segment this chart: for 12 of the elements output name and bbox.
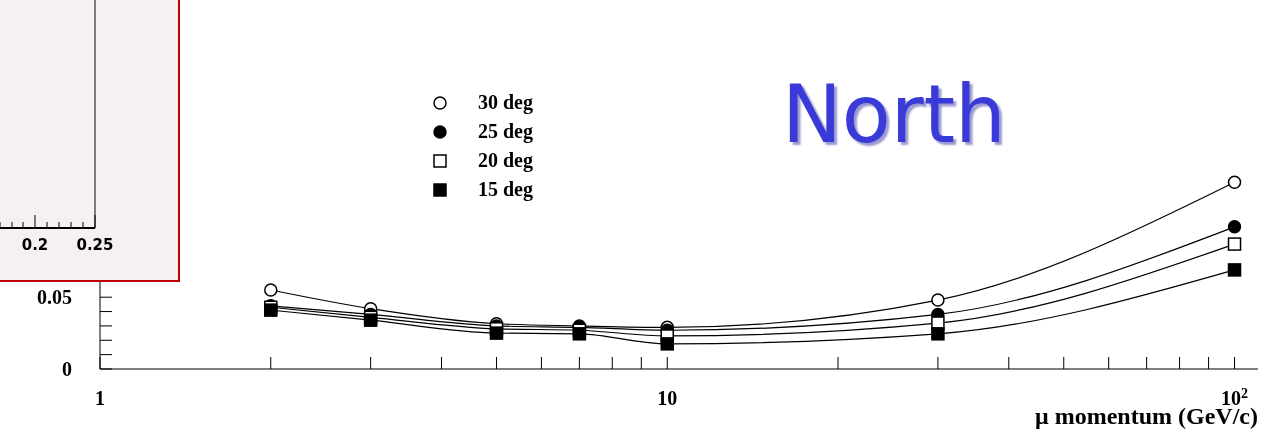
x-tick-label: 10	[657, 387, 678, 409]
y-tick-label: 0.05	[37, 286, 72, 309]
text: 0.2	[21, 236, 49, 254]
legend-label: 15 deg	[478, 178, 533, 201]
legend-label: 25 deg	[478, 120, 533, 143]
legend-label: 20 deg	[478, 149, 533, 172]
annotation: 0.25	[76, 236, 114, 254]
annotation: North	[782, 68, 1006, 161]
y-tick-label: 0	[62, 358, 72, 380]
legend-label: 30 deg	[478, 91, 533, 114]
x-tick-label: 10$^{2}$	[1221, 385, 1249, 409]
x-tick-label: 1	[95, 387, 105, 409]
